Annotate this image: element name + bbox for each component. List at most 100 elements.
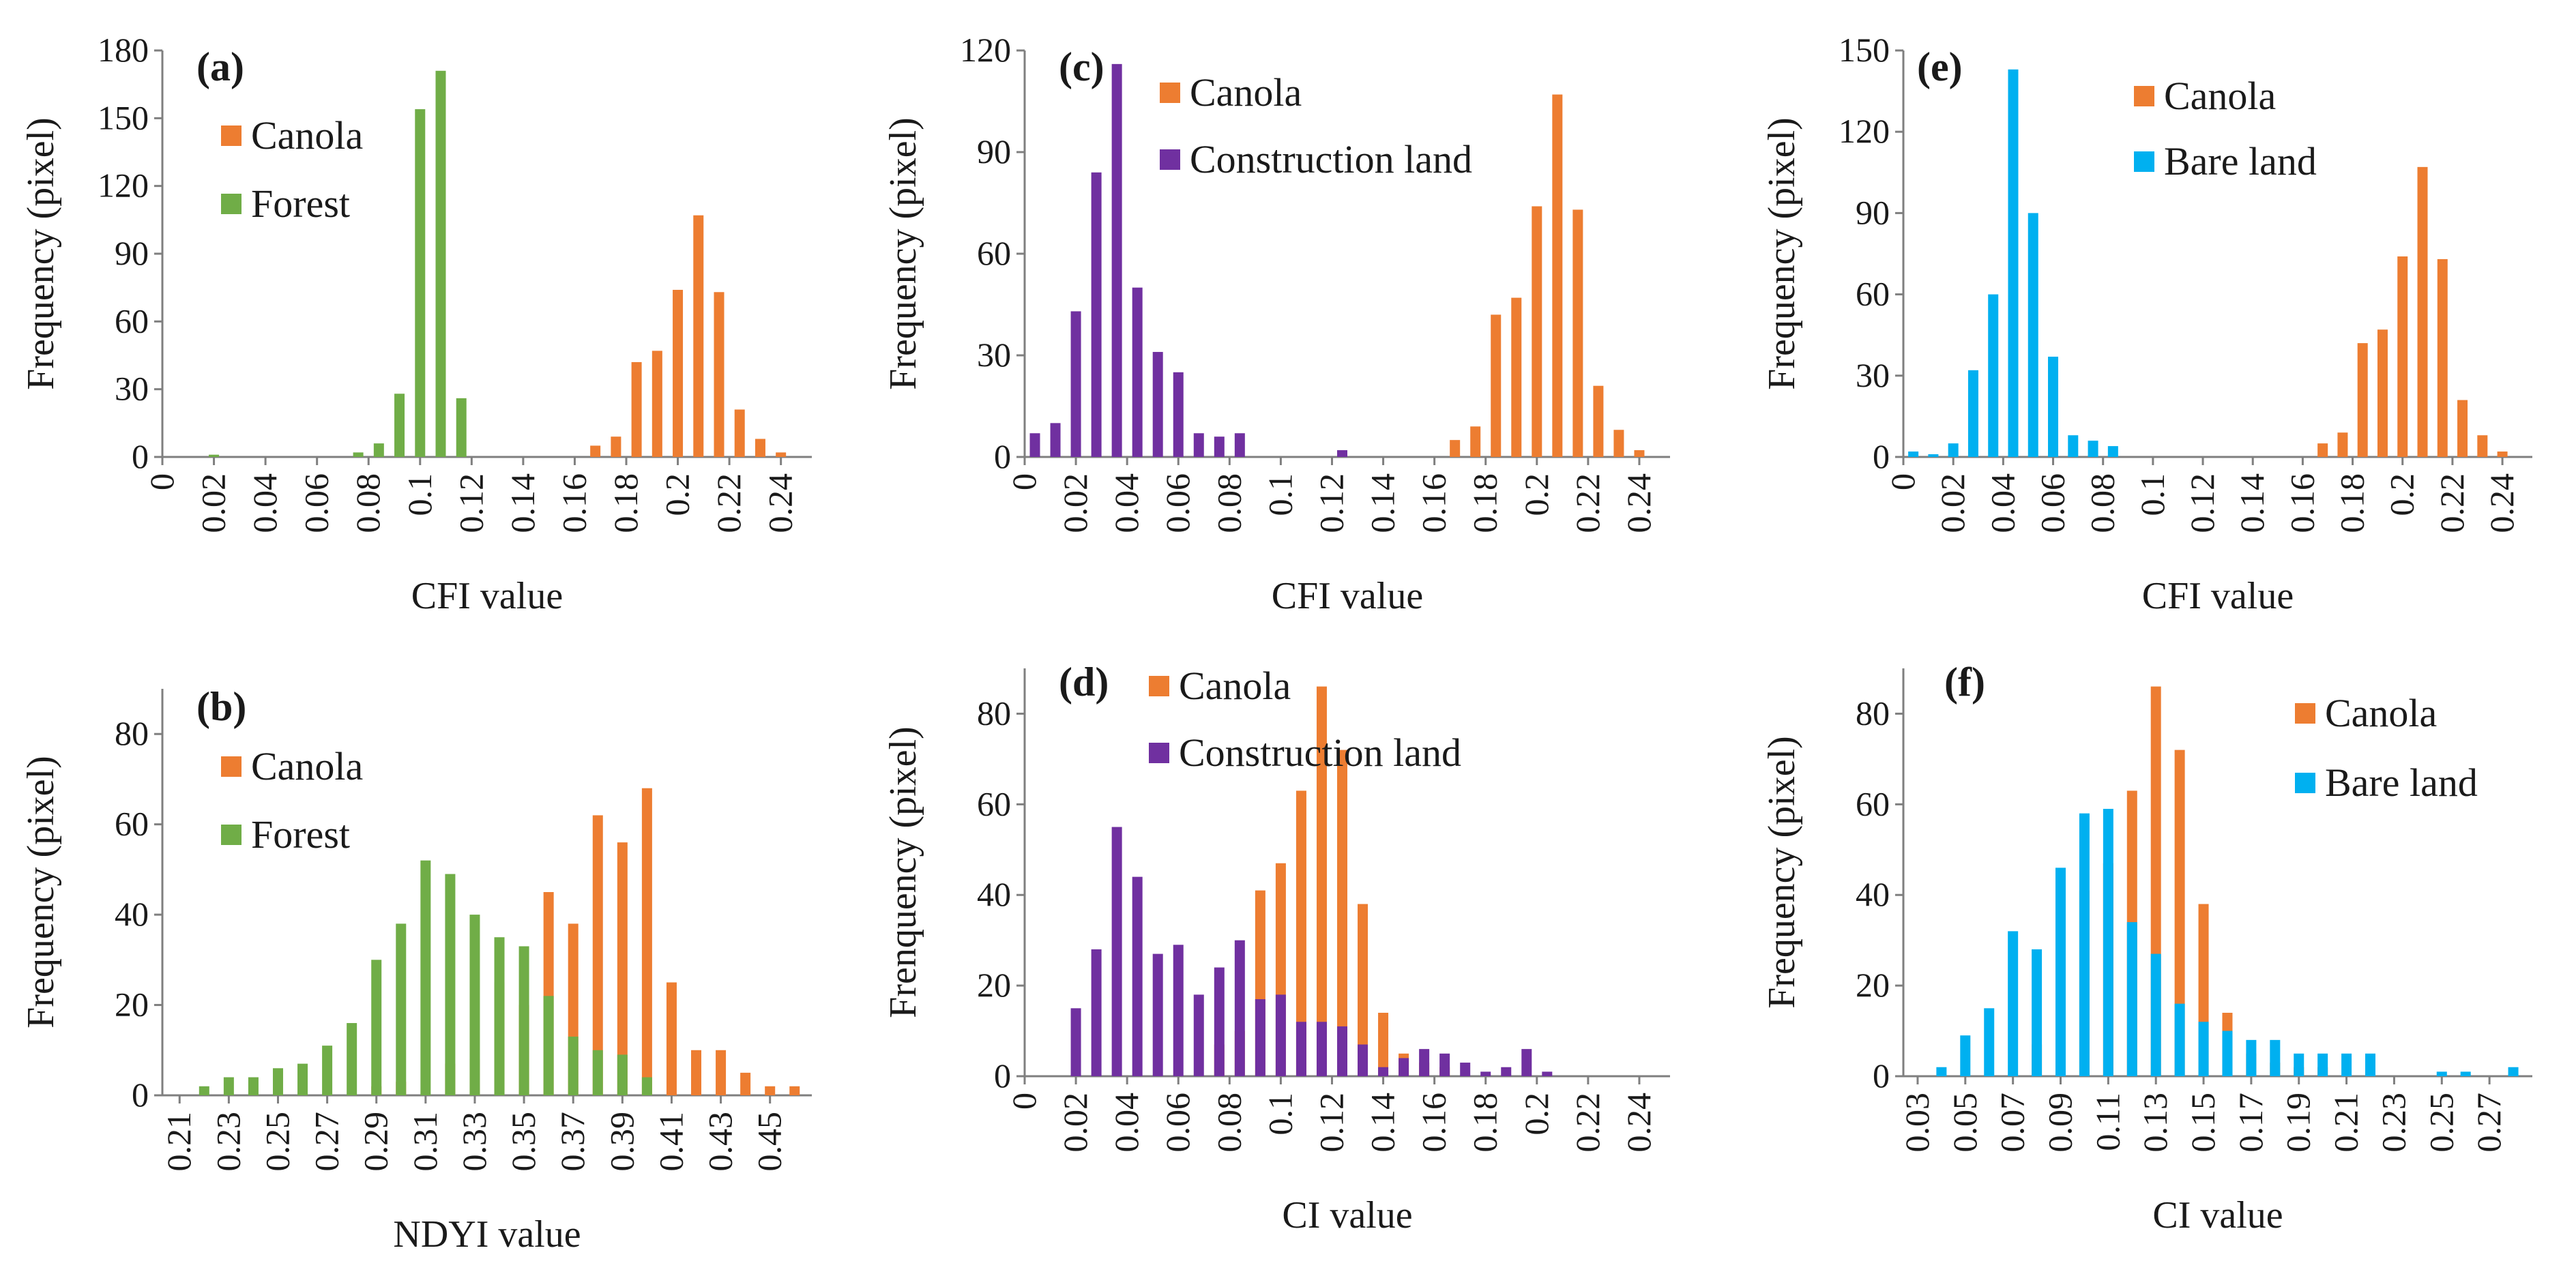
bar-construction-land — [1419, 1049, 1430, 1076]
bar-construction-land — [1050, 423, 1061, 457]
x-tick-label: 0.22 — [2433, 473, 2471, 533]
legend-label: Bare land — [2325, 760, 2478, 805]
x-tick-label: 0.14 — [2233, 473, 2271, 533]
x-tick-label: 0.08 — [1210, 1093, 1248, 1153]
x-tick-label: 0.19 — [2279, 1093, 2317, 1153]
bar-construction-land — [1070, 1008, 1081, 1076]
bar-canola — [789, 1086, 800, 1095]
y-tick-label: 90 — [977, 132, 1011, 171]
bar-forest — [209, 454, 220, 457]
legend-swatch — [1149, 743, 1169, 763]
chart-panel-1: 0 30 60 90 120 150 180 0 0.02 0.04 0.06 0.08 0.1 0.12… — [20, 31, 812, 617]
panel-label: (b) — [196, 684, 246, 729]
x-tick-label: 0 — [1005, 1093, 1043, 1110]
bar-canola — [611, 436, 621, 457]
bar-construction-land — [1255, 999, 1265, 1076]
x-tick-label: 0.08 — [1210, 473, 1248, 533]
legend-swatch — [221, 125, 241, 146]
bar-bare-land — [2150, 953, 2161, 1076]
y-tick-label: 20 — [1856, 966, 1890, 1004]
bar-bare-land — [2246, 1039, 2257, 1076]
bar-construction-land — [1521, 1049, 1532, 1076]
bar-bare-land — [2008, 69, 2019, 457]
bar-canola — [1532, 206, 1542, 457]
x-tick-label: 0.02 — [1056, 1093, 1094, 1153]
x-tick-label: 0.24 — [2483, 473, 2521, 533]
bar-bare-land — [2126, 922, 2137, 1076]
bar-bare-land — [1960, 1035, 1971, 1076]
bar-forest — [272, 1068, 283, 1095]
bar-bare-land — [2222, 1031, 2233, 1076]
bar-construction-land — [1193, 994, 1204, 1076]
panel-label: (d) — [1059, 660, 1109, 705]
bar-forest — [641, 1077, 652, 1095]
y-tick-label: 0 — [132, 1076, 149, 1114]
bar-bare-land — [2032, 949, 2043, 1076]
y-tick-label: 60 — [115, 805, 149, 843]
y-tick-label: 0 — [1873, 437, 1890, 475]
y-tick-label: 120 — [1839, 112, 1890, 150]
bar-forest — [518, 946, 529, 1095]
bar-construction-land — [1336, 1026, 1347, 1076]
bar-bare-land — [2460, 1071, 2471, 1076]
bar-canola — [2317, 443, 2328, 457]
x-tick-label: 0.15 — [2184, 1093, 2222, 1153]
bar-construction-land — [1501, 1067, 1512, 1076]
y-tick-label: 180 — [98, 31, 149, 69]
legend-swatch — [2295, 703, 2315, 724]
bar-forest — [435, 70, 446, 458]
y-axis-title: Frequency (pixel) — [20, 756, 62, 1028]
bar-bare-land — [1967, 370, 1978, 457]
bar-forest — [322, 1046, 333, 1095]
y-tick-label: 40 — [977, 875, 1011, 913]
bar-canola — [2437, 258, 2448, 457]
x-tick-label: 0 — [143, 473, 181, 490]
bar-bare-land — [2079, 813, 2090, 1076]
y-tick-label: 80 — [1856, 694, 1890, 732]
x-axis-title: CI value — [2152, 1194, 2283, 1236]
x-tick-label: 0.08 — [349, 473, 387, 533]
bar-forest — [469, 915, 480, 1095]
y-tick-label: 120 — [98, 166, 149, 205]
bar-construction-land — [1234, 433, 1245, 457]
bar-bare-land — [2088, 441, 2098, 457]
y-tick-label: 80 — [977, 694, 1011, 732]
bar-canola — [666, 982, 677, 1095]
bar-forest — [373, 443, 384, 457]
legend-swatch — [2295, 773, 2315, 793]
legend-swatch — [221, 825, 241, 845]
bar-bare-land — [2436, 1071, 2447, 1076]
x-tick-label: 0.11 — [2088, 1093, 2126, 1151]
legend-label: Forest — [251, 812, 350, 857]
x-tick-label: 0.27 — [308, 1112, 346, 1172]
bar-canola — [2337, 432, 2348, 457]
x-tick-label: 0.05 — [1946, 1093, 1984, 1153]
bar-forest — [420, 860, 431, 1095]
bar-construction-land — [1378, 1067, 1389, 1076]
bar-bare-land — [2365, 1053, 2376, 1076]
x-tick-label: 0.13 — [2136, 1093, 2174, 1153]
x-tick-label: 0.04 — [1107, 473, 1145, 533]
bar-forest — [223, 1077, 234, 1095]
bar-bare-land — [1984, 1008, 1995, 1076]
bar-canola — [641, 788, 652, 1095]
bar-canola — [1491, 314, 1502, 457]
x-tick-label: 0.18 — [606, 473, 645, 533]
bar-canola — [673, 289, 684, 457]
legend-label: Construction land — [1190, 137, 1472, 181]
y-tick-label: 150 — [98, 98, 149, 136]
x-axis-title: CFI value — [411, 575, 563, 617]
x-tick-label: 0.2 — [1517, 1093, 1555, 1136]
bar-canola — [2417, 166, 2428, 457]
chart-panel-4: 0 20 40 60 80 0 0.02 0.04 0.06 0.08 0.1 0.12 0.14 0.1… — [882, 660, 1670, 1236]
x-tick-label: 0.08 — [2083, 473, 2122, 533]
y-tick-label: 0 — [1873, 1056, 1890, 1095]
x-tick-label: 0.2 — [1517, 473, 1555, 516]
x-tick-label: 0.06 — [297, 473, 336, 533]
x-tick-label: 0.25 — [2422, 1093, 2460, 1153]
bar-construction-land — [1070, 311, 1081, 457]
bar-canola — [2174, 750, 2185, 1076]
x-tick-label: 0.16 — [555, 473, 593, 533]
bar-bare-land — [1928, 454, 1939, 457]
x-tick-label: 0.18 — [1466, 1093, 1504, 1153]
